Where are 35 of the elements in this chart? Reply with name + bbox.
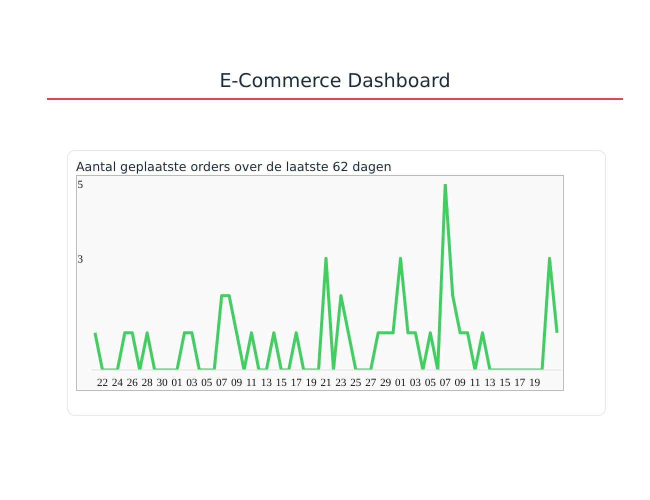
- x-tick-label: 19: [529, 376, 541, 389]
- x-tick-label: 25: [350, 376, 362, 389]
- x-tick-label: 28: [142, 376, 154, 389]
- chart-subtitle: Aantal geplaatste orders over de laatste 62 dagen: [76, 159, 393, 174]
- x-tick-label: 15: [499, 376, 511, 389]
- x-tick-label: 05: [201, 376, 213, 389]
- x-tick-label: 09: [454, 376, 466, 389]
- x-tick-label: 09: [231, 376, 243, 389]
- x-tick-label: 19: [306, 376, 318, 389]
- x-tick-label: 30: [156, 376, 168, 389]
- x-tick-label: 22: [96, 376, 108, 389]
- x-tick-label: 07: [440, 376, 452, 389]
- x-tick-label: 26: [126, 376, 138, 389]
- y-tick-label: 3: [78, 253, 84, 266]
- x-tick-label: 24: [112, 376, 124, 389]
- chart-title: E-Commerce Dashboard: [47, 70, 623, 100]
- x-tick-label: 11: [246, 376, 257, 389]
- x-tick-label: 13: [484, 376, 496, 389]
- line-series: [94, 184, 558, 370]
- x-tick-label: 23: [335, 376, 347, 389]
- x-tick-label: 03: [410, 376, 422, 389]
- x-tick-label: 29: [380, 376, 392, 389]
- x-tick-label: 21: [320, 376, 332, 389]
- x-tick-label: 01: [395, 376, 406, 389]
- x-tick-label: 07: [216, 376, 228, 389]
- x-tick-label: 01: [171, 376, 182, 389]
- x-tick-label: 03: [186, 376, 198, 389]
- x-tick-label: 27: [365, 376, 377, 389]
- x-tick-label: 13: [260, 376, 272, 389]
- x-tick-label: 05: [424, 376, 436, 389]
- y-tick-label: 5: [78, 178, 84, 191]
- x-tick-label: 11: [470, 376, 480, 389]
- x-tick-label: 15: [276, 376, 288, 389]
- x-tick-label: 17: [290, 376, 302, 389]
- x-tick-label: 17: [514, 376, 526, 389]
